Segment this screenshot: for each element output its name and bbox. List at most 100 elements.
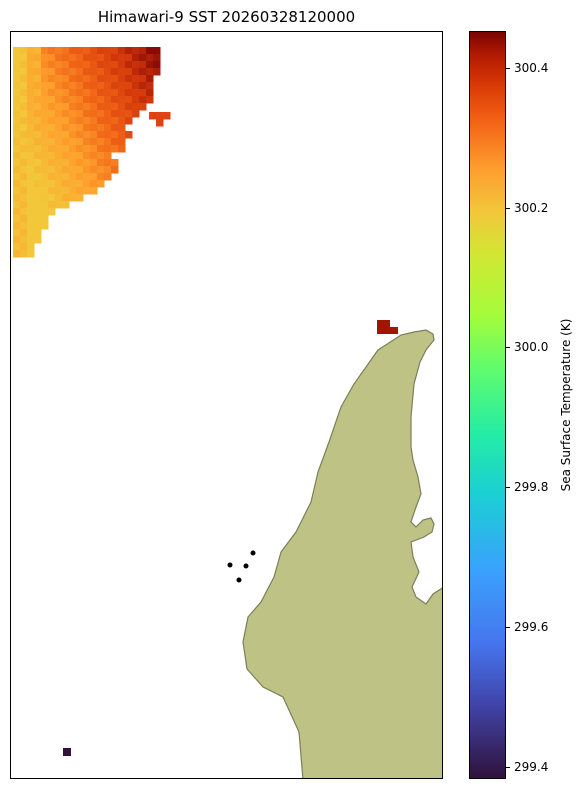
sst-pixel <box>13 187 21 195</box>
sst-pixel <box>83 96 91 104</box>
sst-pixel <box>125 103 133 111</box>
sst-pixel <box>27 194 35 202</box>
sst-pixel <box>48 54 56 62</box>
sst-pixel <box>83 68 91 76</box>
colorbar-tick <box>506 347 510 348</box>
sst-pixel <box>111 82 119 90</box>
sst-pixel <box>83 159 91 167</box>
sst-pixel <box>20 145 28 153</box>
sst-pixel <box>48 61 56 69</box>
sst-pixel <box>90 82 98 90</box>
sst-pixel <box>132 103 140 111</box>
sst-pixel <box>97 131 105 139</box>
sst-pixel <box>20 68 28 76</box>
sst-pixel <box>104 96 112 104</box>
sst-pixel <box>97 152 105 160</box>
sst-pixel <box>41 131 49 139</box>
sst-pixel <box>90 96 98 104</box>
sst-pixel <box>27 250 35 258</box>
sst-pixel <box>27 173 35 181</box>
sst-pixel <box>83 138 91 146</box>
sst-pixel <box>27 96 35 104</box>
sst-pixel <box>13 54 21 62</box>
sst-pixel <box>34 54 42 62</box>
sst-pixel <box>62 117 70 125</box>
sst-pixel <box>111 54 119 62</box>
sst-pixel <box>153 68 161 76</box>
sst-pixel <box>90 138 98 146</box>
sst-pixel <box>83 110 91 118</box>
sst-pixel <box>69 103 77 111</box>
sst-pixel <box>76 124 84 132</box>
sst-pixel <box>48 145 56 153</box>
sst-pixel <box>139 96 147 104</box>
sst-pixel <box>55 110 63 118</box>
sst-pixel <box>13 117 21 125</box>
sst-pixel <box>20 180 28 188</box>
sst-pixel <box>69 131 77 139</box>
sst-pixel <box>55 159 63 167</box>
sst-pixel <box>83 166 91 174</box>
sst-pixel <box>62 110 70 118</box>
sst-pixel <box>104 131 112 139</box>
sst-pixel <box>132 96 140 104</box>
sst-pixel <box>76 47 84 55</box>
island-dot <box>243 563 249 569</box>
colorbar-tick-label: 300.4 <box>514 61 549 75</box>
cold-pixel-south <box>63 748 71 756</box>
sst-pixel <box>139 54 147 62</box>
sst-pixel <box>41 222 49 230</box>
sst-pixel <box>118 68 126 76</box>
sst-pixel <box>69 173 77 181</box>
sst-pixel <box>41 82 49 90</box>
sst-pixel <box>163 112 171 120</box>
sst-pixel <box>55 180 63 188</box>
plot-title: Himawari-9 SST 20260328120000 <box>97 8 356 26</box>
sst-pixel <box>132 110 140 118</box>
sst-pixel <box>83 173 91 181</box>
sst-pixel <box>156 112 164 120</box>
sst-pixel <box>55 117 63 125</box>
sst-pixel <box>27 152 35 160</box>
sst-pixel <box>27 131 35 139</box>
sst-pixel <box>76 131 84 139</box>
sst-pixel <box>62 180 70 188</box>
sst-pixel <box>27 61 35 69</box>
sst-pixel <box>69 138 77 146</box>
sst-pixel <box>90 75 98 83</box>
sst-pixel <box>20 89 28 97</box>
sst-pixel <box>48 68 56 76</box>
sst-pixel <box>62 159 70 167</box>
sst-pixel <box>90 110 98 118</box>
sst-pixel <box>13 173 21 181</box>
sst-pixel <box>20 201 28 209</box>
sst-pixel <box>34 187 42 195</box>
land-mass <box>242 329 442 778</box>
sst-pixel <box>13 180 21 188</box>
sst-pixel-grid <box>13 47 171 258</box>
sst-pixel <box>20 159 28 167</box>
sst-pixel <box>118 103 126 111</box>
sst-pixel <box>83 117 91 125</box>
sst-pixel <box>97 166 105 174</box>
sst-pixel <box>76 68 84 76</box>
sst-pixel <box>55 47 63 55</box>
sst-pixel <box>62 61 70 69</box>
sst-pixel <box>111 110 119 118</box>
map-canvas <box>13 47 442 778</box>
sst-pixel <box>20 152 28 160</box>
sst-pixel <box>55 124 63 132</box>
sst-pixel <box>83 124 91 132</box>
sst-pixel <box>13 159 21 167</box>
sst-pixel <box>62 173 70 181</box>
sst-pixel <box>62 124 70 132</box>
colorbar-tick <box>506 767 510 768</box>
sst-pixel <box>118 110 126 118</box>
sst-pixel <box>132 68 140 76</box>
sst-pixel <box>104 47 112 55</box>
sst-pixel <box>62 187 70 195</box>
sst-pixel <box>41 61 49 69</box>
sst-pixel <box>55 194 63 202</box>
sst-pixel <box>62 96 70 104</box>
sst-pixel <box>62 194 70 202</box>
